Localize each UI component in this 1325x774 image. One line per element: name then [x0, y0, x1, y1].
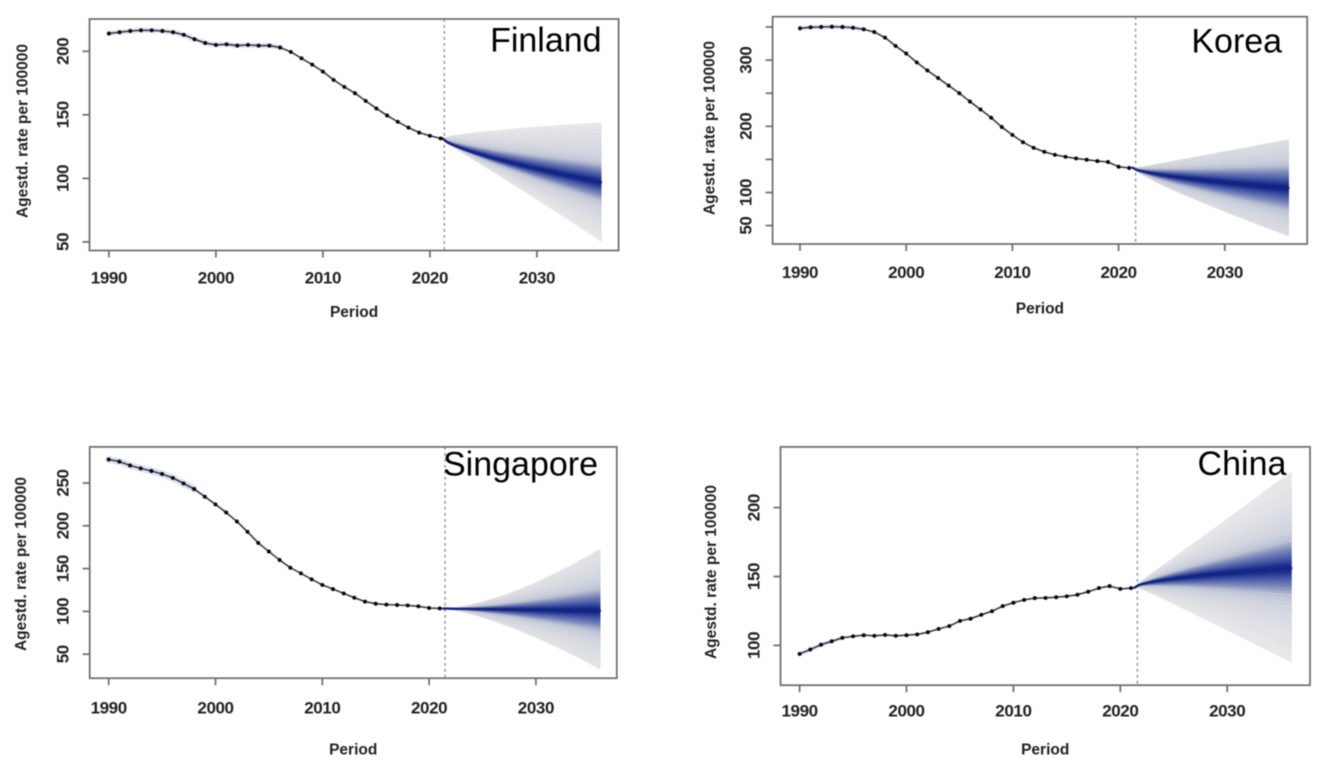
svg-text:Period: Period [329, 741, 377, 758]
svg-text:2020: 2020 [411, 699, 447, 718]
svg-text:Agestd. rate per 100000: Agestd. rate per 100000 [15, 44, 32, 218]
svg-text:100: 100 [737, 179, 756, 206]
svg-text:2020: 2020 [412, 269, 448, 288]
svg-text:2000: 2000 [198, 269, 234, 288]
svg-text:50: 50 [737, 217, 756, 235]
svg-text:50: 50 [54, 645, 73, 663]
svg-text:200: 200 [745, 494, 764, 521]
svg-text:2020: 2020 [1102, 702, 1138, 721]
svg-text:Finland: Finland [490, 22, 602, 60]
svg-text:2000: 2000 [197, 699, 233, 718]
svg-text:2010: 2010 [995, 702, 1031, 721]
svg-text:1990: 1990 [782, 263, 818, 282]
svg-text:Agestd. rate per 100000: Agestd. rate per 100000 [13, 477, 30, 651]
svg-text:300: 300 [737, 47, 756, 74]
svg-text:2010: 2010 [304, 699, 340, 718]
svg-text:Period: Period [1016, 301, 1064, 318]
svg-text:1990: 1990 [781, 702, 817, 721]
svg-text:100: 100 [745, 632, 764, 659]
svg-text:2020: 2020 [1100, 263, 1136, 282]
svg-text:Korea: Korea [1191, 22, 1282, 60]
svg-text:200: 200 [54, 512, 73, 539]
svg-text:Agestd. rate per 100000: Agestd. rate per 100000 [702, 41, 719, 215]
svg-text:100: 100 [54, 598, 73, 625]
svg-text:Agestd. rate per 100000: Agestd. rate per 100000 [703, 485, 720, 659]
svg-text:150: 150 [745, 563, 764, 590]
svg-text:2010: 2010 [994, 263, 1030, 282]
svg-text:1990: 1990 [91, 699, 127, 718]
svg-text:200: 200 [54, 38, 73, 65]
svg-text:100: 100 [54, 165, 73, 192]
svg-text:150: 150 [54, 101, 73, 128]
svg-text:2000: 2000 [888, 702, 924, 721]
svg-text:2030: 2030 [1209, 702, 1245, 721]
svg-text:2030: 2030 [518, 699, 554, 718]
svg-text:2010: 2010 [305, 269, 341, 288]
svg-text:2030: 2030 [519, 269, 555, 288]
svg-text:200: 200 [737, 113, 756, 140]
svg-text:1990: 1990 [91, 269, 127, 288]
svg-text:2000: 2000 [888, 263, 924, 282]
svg-text:250: 250 [54, 469, 73, 496]
svg-text:Period: Period [330, 304, 378, 321]
svg-text:50: 50 [54, 233, 73, 251]
svg-text:China: China [1198, 445, 1287, 483]
svg-text:150: 150 [54, 555, 73, 582]
svg-text:Singapore: Singapore [443, 446, 598, 484]
svg-text:2030: 2030 [1207, 263, 1243, 282]
svg-text:Period: Period [1021, 742, 1069, 759]
